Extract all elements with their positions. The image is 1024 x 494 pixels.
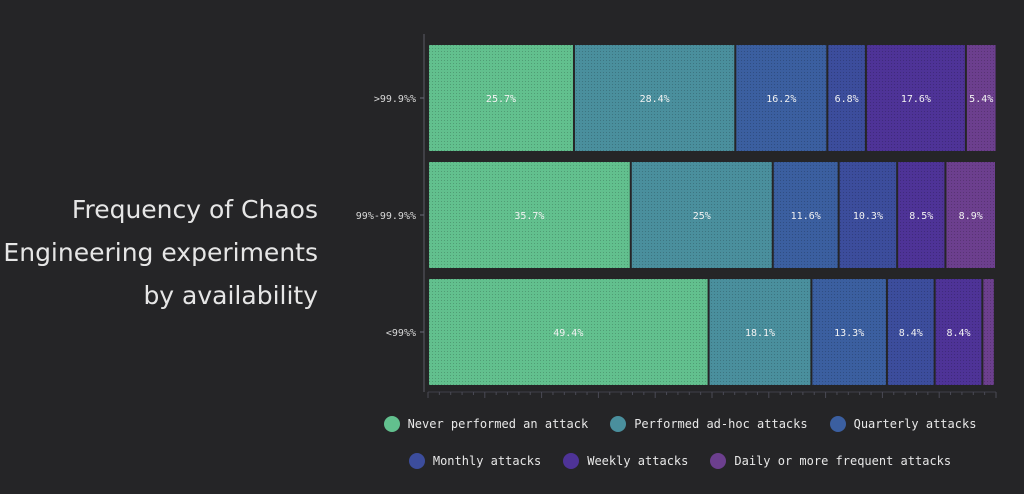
bar-texture <box>773 162 838 268</box>
legend-item[interactable]: Performed ad-hoc attacks <box>610 416 808 432</box>
bar-texture <box>966 45 996 151</box>
bars-layer: 25.7% 28.4% 16.2% 6.8% 17.6% 5.4% 35.7% 25% 11.6… <box>429 45 996 385</box>
legend-item[interactable]: Daily or more frequent attacks <box>710 453 951 469</box>
data-label: 18.1% <box>745 328 775 339</box>
stacked-bar-plot: >99.9%% 99%-99.9%% <99%% 25.7% 28.4% 16.2% 6.… <box>356 34 997 398</box>
y-tick-label: 99%-99.9%% <box>356 211 416 222</box>
y-tick-label: >99.9%% <box>374 94 416 105</box>
axis-layer: >99.9%% 99%-99.9%% <99%% <box>356 34 997 398</box>
legend-item[interactable]: Quarterly attacks <box>829 416 977 432</box>
data-label: 28.4% <box>640 94 670 105</box>
bar-texture <box>812 279 886 385</box>
bar-texture <box>736 45 827 151</box>
data-label: 5.4% <box>969 94 993 105</box>
data-label: 49.4% <box>553 328 583 339</box>
data-label: 25.7% <box>486 94 516 105</box>
chart-title-line-3: by availability <box>143 281 318 310</box>
chart-title: Frequency of Chaos Engineering experimen… <box>0 188 318 317</box>
legend-label: Daily or more frequent attacks <box>734 454 952 468</box>
bar-texture <box>429 45 573 151</box>
data-label: 8.4% <box>899 328 923 339</box>
legend-row: Never performed an attack Performed ad-ho… <box>360 412 1000 436</box>
bar-texture <box>839 162 897 268</box>
legend-item[interactable]: Never performed an attack <box>383 416 589 432</box>
legend-swatch <box>383 416 400 432</box>
data-label: 16.2% <box>766 94 796 105</box>
data-label: 25% <box>693 211 711 222</box>
legend-label: Monthly attacks <box>432 454 542 468</box>
legend-label: Weekly attacks <box>587 454 689 468</box>
data-label: 13.3% <box>834 328 864 339</box>
legend-label: Never performed an attack <box>407 417 589 431</box>
legend-item[interactable]: Monthly attacks <box>408 453 542 469</box>
chart-title-line-1: Frequency of Chaos <box>71 195 318 224</box>
bar-texture <box>866 45 965 151</box>
bar-texture <box>828 45 865 151</box>
legend-label: Quarterly attacks <box>853 417 977 431</box>
legend-label: Performed ad-hoc attacks <box>634 417 808 431</box>
data-label: 10.3% <box>853 211 883 222</box>
legend-swatch <box>710 453 727 469</box>
data-label: 8.5% <box>909 211 933 222</box>
legend-swatch <box>829 416 846 432</box>
data-label: 8.4% <box>946 328 970 339</box>
legend-swatch <box>563 453 580 469</box>
data-label: 11.6% <box>791 211 821 222</box>
legend-swatch <box>408 453 425 469</box>
bar-texture <box>887 279 934 385</box>
bar-texture <box>898 162 945 268</box>
data-label: 6.8% <box>835 94 859 105</box>
bar-texture <box>429 279 708 385</box>
legend: Never performed an attack Performed ad-ho… <box>360 412 1000 486</box>
data-label: 17.6% <box>901 94 931 105</box>
data-label: 35.7% <box>514 211 544 222</box>
legend-item[interactable]: Weekly attacks <box>563 453 688 469</box>
bar-texture <box>946 162 995 268</box>
bar-texture <box>935 279 982 385</box>
bar-texture <box>429 162 630 268</box>
bar-texture <box>574 45 735 151</box>
legend-swatch <box>610 416 627 432</box>
bar-texture <box>709 279 811 385</box>
chart-title-line-2: Engineering experiments <box>3 238 318 267</box>
bar-texture <box>983 279 994 385</box>
y-tick-label: <99%% <box>386 328 416 339</box>
legend-row: Monthly attacks Weekly attacks Daily or mo… <box>360 449 1000 473</box>
data-label: 8.9% <box>959 211 983 222</box>
bar-texture <box>631 162 772 268</box>
